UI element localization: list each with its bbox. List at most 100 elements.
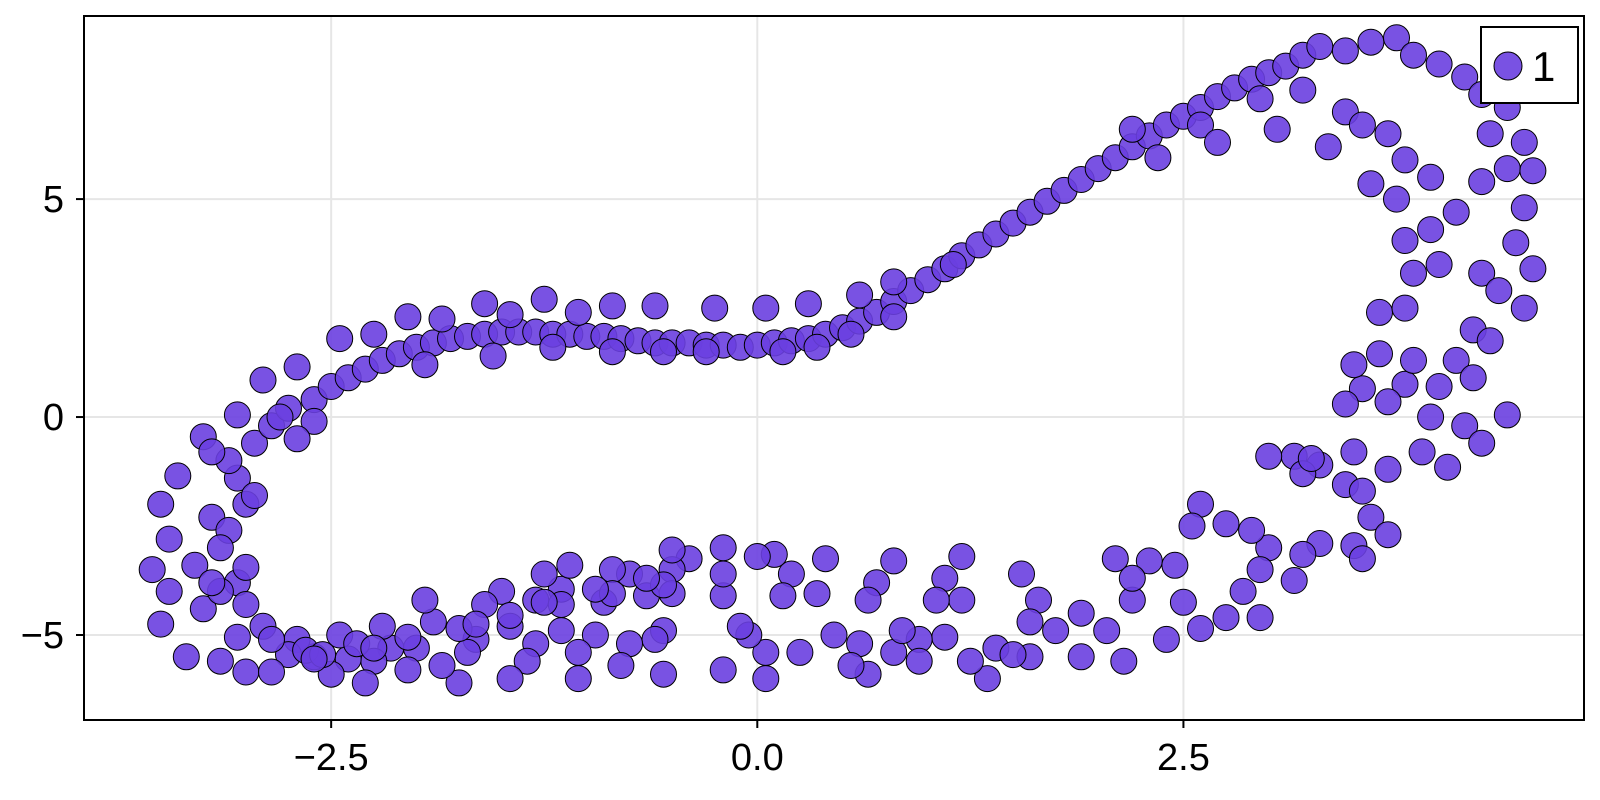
data-point bbox=[360, 634, 388, 662]
data-point bbox=[155, 577, 183, 605]
data-point bbox=[564, 638, 592, 666]
data-point bbox=[1144, 144, 1172, 172]
data-point bbox=[1280, 567, 1308, 594]
data-point bbox=[1263, 115, 1291, 143]
data-point bbox=[1187, 615, 1214, 642]
data-point bbox=[1331, 37, 1359, 65]
y-tick-label: −5 bbox=[21, 615, 64, 657]
data-point bbox=[496, 601, 524, 629]
data-point bbox=[530, 560, 558, 588]
data-point bbox=[223, 401, 251, 429]
data-point bbox=[564, 665, 592, 693]
y-tick-label: 0 bbox=[43, 397, 64, 439]
legend: 1 bbox=[1480, 26, 1579, 104]
data-point bbox=[1374, 521, 1402, 549]
data-point bbox=[206, 647, 234, 675]
data-point bbox=[232, 591, 260, 618]
data-point bbox=[948, 586, 976, 614]
data-point bbox=[411, 586, 439, 614]
data-point bbox=[581, 621, 609, 649]
data-point bbox=[164, 462, 192, 490]
data-point bbox=[1493, 401, 1521, 429]
data-point bbox=[1383, 185, 1410, 213]
data-point bbox=[1425, 50, 1453, 78]
data-points bbox=[138, 24, 1547, 697]
data-point bbox=[1067, 643, 1095, 671]
data-point bbox=[1442, 346, 1470, 374]
data-point bbox=[1408, 438, 1436, 466]
data-point bbox=[931, 623, 959, 651]
data-point bbox=[633, 564, 660, 592]
data-point bbox=[1246, 556, 1274, 584]
data-point bbox=[283, 353, 311, 381]
data-point bbox=[1297, 445, 1325, 472]
data-point bbox=[1400, 41, 1427, 69]
data-point bbox=[1093, 617, 1121, 645]
data-point bbox=[1366, 298, 1393, 326]
data-point bbox=[1510, 128, 1538, 156]
data-point bbox=[1374, 455, 1402, 483]
data-point bbox=[300, 645, 328, 673]
data-point bbox=[1067, 599, 1095, 627]
data-point bbox=[1314, 133, 1342, 161]
data-point bbox=[1425, 251, 1453, 278]
data-point bbox=[837, 652, 865, 679]
data-point bbox=[1238, 516, 1266, 544]
data-point bbox=[1510, 194, 1538, 222]
data-point bbox=[1391, 294, 1419, 322]
data-point bbox=[1451, 412, 1479, 440]
data-point bbox=[794, 290, 822, 318]
data-point bbox=[1485, 277, 1513, 305]
data-point bbox=[1348, 545, 1376, 573]
data-point bbox=[1255, 442, 1283, 470]
data-point bbox=[1101, 545, 1129, 573]
legend-box bbox=[1480, 26, 1579, 104]
data-point bbox=[198, 438, 226, 466]
data-point bbox=[1348, 111, 1376, 139]
data-point bbox=[752, 294, 780, 322]
data-point bbox=[428, 305, 456, 333]
data-point bbox=[641, 292, 669, 320]
legend-label: 1 bbox=[1532, 43, 1555, 90]
data-point bbox=[1425, 373, 1453, 400]
data-point bbox=[1468, 259, 1496, 287]
data-point bbox=[1383, 24, 1410, 52]
data-point bbox=[1434, 453, 1462, 481]
plot-area-frame bbox=[83, 15, 1585, 721]
data-point bbox=[956, 647, 984, 675]
data-point bbox=[232, 658, 260, 686]
x-tick-label: −2.5 bbox=[294, 737, 369, 779]
data-point bbox=[1042, 617, 1070, 645]
data-point bbox=[973, 665, 1001, 693]
data-point bbox=[513, 647, 541, 675]
data-point bbox=[1246, 85, 1274, 113]
data-point bbox=[181, 551, 209, 579]
data-point bbox=[820, 621, 848, 649]
data-point bbox=[846, 281, 874, 309]
data-point bbox=[1110, 647, 1138, 675]
data-point bbox=[241, 482, 268, 509]
data-point bbox=[1374, 120, 1402, 148]
data-point bbox=[1442, 198, 1470, 226]
data-point bbox=[1008, 560, 1035, 588]
data-point bbox=[1204, 128, 1231, 156]
data-point bbox=[752, 665, 780, 693]
data-point bbox=[709, 560, 737, 588]
data-point bbox=[1348, 477, 1376, 505]
data-point bbox=[147, 610, 175, 638]
data-point bbox=[1417, 163, 1445, 191]
data-point bbox=[1357, 28, 1385, 56]
data-point bbox=[1178, 512, 1206, 540]
data-point bbox=[803, 333, 831, 361]
data-point bbox=[1519, 157, 1547, 185]
data-point bbox=[650, 338, 677, 366]
data-point bbox=[641, 625, 669, 653]
data-point bbox=[743, 543, 771, 570]
data-point bbox=[1289, 76, 1317, 104]
data-point bbox=[905, 647, 933, 675]
data-point bbox=[658, 536, 686, 564]
data-point bbox=[326, 325, 354, 353]
data-point bbox=[1348, 375, 1376, 403]
data-point bbox=[454, 638, 481, 666]
data-point bbox=[189, 595, 217, 623]
